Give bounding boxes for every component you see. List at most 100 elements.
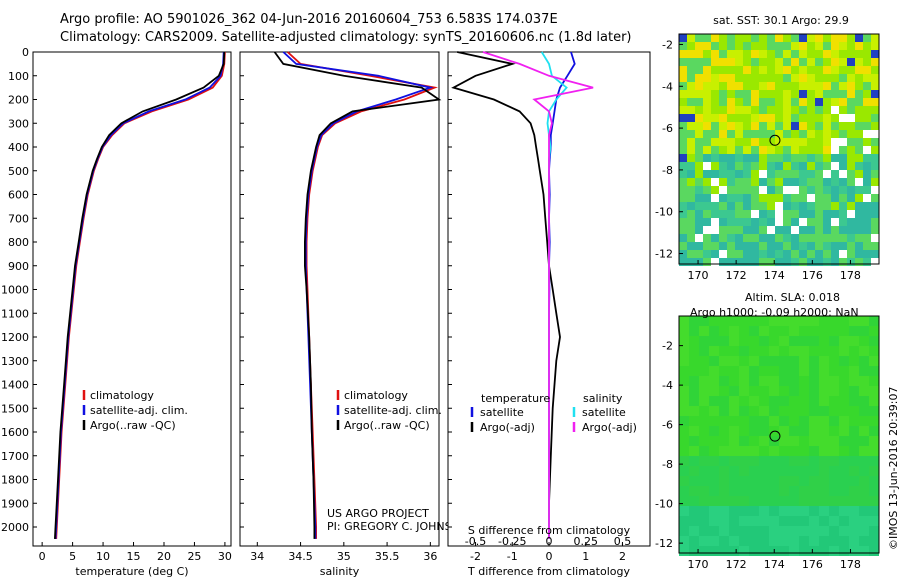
map-cell	[869, 316, 879, 326]
map-cell	[687, 178, 695, 186]
map-cell	[871, 194, 879, 202]
map-cell	[751, 178, 759, 186]
map-cell	[819, 466, 829, 476]
map-cell	[839, 316, 849, 326]
map-cell	[855, 146, 863, 154]
y-tick-label: 100	[8, 70, 29, 83]
map-cell	[847, 186, 855, 194]
map-cell	[859, 386, 869, 396]
map-cell	[735, 66, 743, 74]
map-cell	[789, 336, 799, 346]
map-cell	[719, 162, 727, 170]
map-cell	[789, 316, 799, 326]
map-cell	[699, 326, 709, 336]
map-cell	[703, 154, 711, 162]
map-cell	[689, 326, 699, 336]
map-cell	[767, 66, 775, 74]
map-cell	[759, 58, 767, 66]
map-cell	[783, 74, 791, 82]
map-cell	[839, 242, 847, 250]
map-cell	[709, 466, 719, 476]
map-cell	[719, 50, 727, 58]
map-cell	[749, 346, 759, 356]
map-cell	[831, 98, 839, 106]
map-cell	[709, 396, 719, 406]
map-cell	[807, 162, 815, 170]
map-cell	[687, 50, 695, 58]
map-cell	[727, 122, 735, 130]
map-cell	[767, 170, 775, 178]
map-cell	[719, 446, 729, 456]
map-cell	[847, 138, 855, 146]
map-cell	[687, 162, 695, 170]
map-cell	[839, 218, 847, 226]
map-cell	[831, 82, 839, 90]
map-cell	[729, 346, 739, 356]
map-cell	[767, 258, 775, 266]
map-cell	[735, 34, 743, 42]
map-cell	[789, 496, 799, 506]
map-cell	[709, 436, 719, 446]
map-cell	[871, 58, 879, 66]
map-cell	[799, 516, 809, 526]
map-cell	[759, 386, 769, 396]
map-cell	[719, 376, 729, 386]
map-cell	[849, 376, 859, 386]
map-cell	[855, 74, 863, 82]
map-cell	[863, 106, 871, 114]
map-cell	[719, 396, 729, 406]
map-cell	[709, 316, 719, 326]
map-cell	[831, 114, 839, 122]
map-cell	[799, 138, 807, 146]
map-cell	[739, 516, 749, 526]
map-cell	[863, 98, 871, 106]
map-cell	[863, 178, 871, 186]
map-cell	[719, 194, 727, 202]
series-line-argo-raw-qc-	[54, 51, 226, 539]
map-cell	[823, 74, 831, 82]
map-cell	[735, 234, 743, 242]
map-cell	[719, 526, 729, 536]
salinity-panel: 34 34.5 35 35.5 36 salinity climatology satelli…	[239, 51, 468, 578]
map-cell	[855, 154, 863, 162]
map-cell	[711, 178, 719, 186]
map-cell	[789, 516, 799, 526]
map-cell	[791, 82, 799, 90]
map-cell	[687, 250, 695, 258]
map-cell	[743, 178, 751, 186]
map-cell	[791, 66, 799, 74]
map-cell	[819, 436, 829, 446]
map-cell	[839, 74, 847, 82]
y-tick-label: -6	[662, 122, 673, 135]
map-cell	[735, 218, 743, 226]
map-cell	[791, 186, 799, 194]
map-cell	[799, 396, 809, 406]
map-cell	[751, 162, 759, 170]
map-cell	[849, 436, 859, 446]
map-cell	[809, 546, 819, 556]
map-cell	[849, 336, 859, 346]
y-tick-label: -4	[662, 80, 673, 93]
map-cell	[829, 506, 839, 516]
map-cell	[789, 546, 799, 556]
series-line-argo-raw-qc-	[273, 51, 442, 539]
map-cell	[749, 316, 759, 326]
map-cell	[855, 202, 863, 210]
map-cell	[849, 406, 859, 416]
map-cell	[751, 210, 759, 218]
map-cell	[739, 316, 749, 326]
map-cell	[831, 258, 839, 266]
map-cell	[869, 506, 879, 516]
x2-tick-label: 0	[546, 535, 553, 548]
map-cell	[831, 66, 839, 74]
map-cell	[791, 234, 799, 242]
map-cell	[759, 154, 767, 162]
map-cell	[807, 34, 815, 42]
map-cell	[759, 186, 767, 194]
map-cell	[751, 186, 759, 194]
map-cell	[711, 114, 719, 122]
map-cell	[775, 250, 783, 258]
map-cell	[719, 486, 729, 496]
map-cell	[807, 234, 815, 242]
map-cell	[829, 416, 839, 426]
